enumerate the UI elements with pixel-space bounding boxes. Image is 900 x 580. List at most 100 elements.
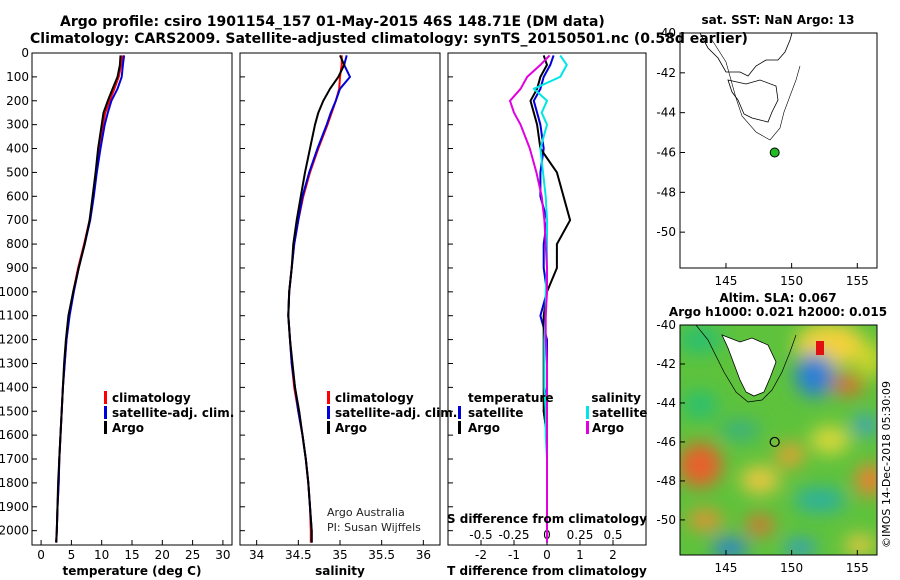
legend-swatch-satellite [104,406,107,419]
lon-tick-label: 150 [780,561,803,575]
legend-swatch-argo [327,421,330,434]
figure-title-line1: Argo profile: csiro 1901154_157 01-May-2… [60,14,605,30]
sst-map-title: sat. SST: NaN Argo: 13 [701,13,854,27]
legend-swatch-s-argo [586,421,589,434]
high-anomaly-patch [816,341,824,355]
series-argo [287,54,346,543]
imos-watermark: ©IMOS 14-Dec-2018 05:30:09 [880,381,893,548]
salinity-xlabel: salinity [315,564,365,578]
x-tick-label: 36 [416,548,431,562]
sst-map-frame [679,32,878,269]
lat-tick-label: -46 [656,435,676,449]
shelf-contour [695,325,797,403]
s-difference-tick-label: 0.25 [567,528,594,542]
x-tick-label: 0 [543,548,551,562]
continental-shelf-contour [711,39,801,141]
x-tick-label: 15 [124,548,139,562]
tasmania-land [721,334,777,397]
y-tick-label: 100 [6,70,29,84]
tasmania-coastline [727,79,779,123]
lat-tick-label: -40 [656,26,676,40]
legend-title-temperature: temperature [468,391,553,405]
legend-label-satellite: satellite-adj. clim. [112,406,234,420]
y-tick-label: 1100 [0,309,29,323]
legend-title-salinity: salinity [591,391,641,405]
lon-tick-label: 155 [846,561,869,575]
y-tick-label: 1700 [0,452,29,466]
series-s-satellite [532,54,568,543]
sla-anomaly-field [680,325,877,555]
difference-plot: -2 -1 0 1 2-0.5 -0.25 0 0.25 0.5 [448,52,623,562]
legend-swatch-t-satellite [458,406,461,419]
lon-tick-label: 155 [846,274,869,288]
legend-swatch-argo [104,421,107,434]
pi-label: PI: Susan Wijffels [327,521,421,534]
y-tick-label: 0 [21,46,29,60]
series-t-argo [529,55,572,543]
lat-tick-label: -42 [656,357,676,371]
series-satellite-adj-clim- [55,55,126,543]
argo-position-marker [769,147,780,158]
series-s-argo [509,54,551,543]
temperature-xlabel: temperature (deg C) [63,564,202,578]
lat-tick-label: -50 [656,225,676,239]
x-tick-label: -2 [475,548,487,562]
series-satellite-adj-clim- [287,55,351,543]
x-tick-label: 20 [155,548,170,562]
y-tick-label: 900 [6,261,29,275]
legend-swatch-t-argo [458,421,461,434]
sla-heatmap [680,325,877,555]
x-tick-label: 25 [185,548,200,562]
salinity-legend: climatology satellite-adj. clim. Argo [327,391,457,435]
sla-map-axes: 145 150 155 -40 -42 -44 -46 -48 -50 [656,318,868,575]
lat-tick-label: -44 [656,396,676,410]
x-tick-label: 2 [609,548,617,562]
legend-label-argo: Argo [335,421,367,435]
y-tick-label: 1000 [0,285,29,299]
temperature-legend: climatology satellite-adj. clim. Argo [104,391,234,435]
sla-map-frame [679,324,878,556]
legend-label-satellite: satellite-adj. clim. [335,406,457,420]
sst-map-axes: 145 150 155 -40 -42 -44 -46 -48 -50 [656,26,868,288]
y-tick-label: 700 [6,213,29,227]
legend-label-s-argo: Argo [592,421,624,435]
legend-label-t-satellite: satellite [468,406,523,420]
lon-tick-label: 145 [715,274,738,288]
legend-label-argo: Argo [112,421,144,435]
lat-tick-label: -42 [656,66,676,80]
y-tick-label: 1600 [0,428,29,442]
argo-position-marker [769,436,780,448]
lat-tick-label: -44 [656,106,676,120]
argo-australia-label: Argo Australia [327,506,405,519]
legend-swatch-s-satellite [586,406,589,419]
s-difference-tick-label: -0.25 [498,528,529,542]
y-tick-label: 800 [6,237,29,251]
y-tick-label: 300 [6,118,29,132]
y-tick-label: 600 [6,189,29,203]
legend-label-t-argo: Argo [468,421,500,435]
sla-map-title-line1: Altim. SLA: 0.067 [719,291,836,305]
temperature-plot: 0100200300400500600700800900100011001200… [0,46,231,562]
y-tick-label: 500 [6,165,29,179]
y-tick-label: 1900 [0,500,29,514]
x-tick-label: 1 [576,548,584,562]
legend-swatch-satellite [327,406,330,419]
sla-map-title-line2: Argo h1000: 0.021 h2000: 0.015 [669,305,887,319]
lon-tick-label: 145 [715,561,738,575]
x-tick-label: 0 [37,548,45,562]
x-tick-label: 34 [249,548,264,562]
y-tick-label: 1400 [0,380,29,394]
lat-tick-label: -48 [656,474,676,488]
salinity-panel-frame [239,52,441,546]
y-tick-label: 400 [6,142,29,156]
x-tick-label: 5 [68,548,76,562]
legend-swatch-climatology [104,391,107,404]
x-tick-label: 10 [94,548,109,562]
lat-tick-label: -46 [656,145,676,159]
x-tick-label: 35.5 [368,548,395,562]
difference-xlabel: T difference from climatology [447,564,647,578]
x-tick-label: -1 [508,548,520,562]
lon-tick-label: 150 [780,274,803,288]
x-tick-label: 34.5 [285,548,312,562]
